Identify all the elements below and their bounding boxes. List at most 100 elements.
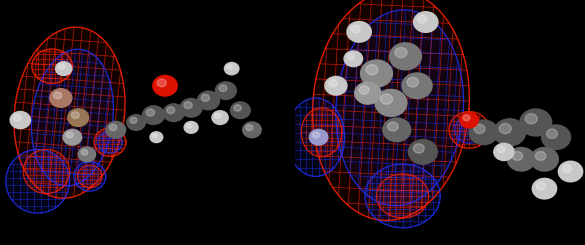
Circle shape [153,75,177,96]
Circle shape [81,149,88,155]
Circle shape [63,129,82,145]
Circle shape [494,119,526,146]
Polygon shape [365,164,440,228]
Circle shape [109,124,117,131]
Circle shape [225,62,239,75]
Circle shape [58,64,64,69]
Circle shape [187,123,192,128]
Circle shape [525,114,538,124]
Circle shape [383,118,411,142]
Polygon shape [377,174,429,218]
Circle shape [54,92,62,99]
Circle shape [532,178,556,199]
Circle shape [227,65,232,69]
Circle shape [563,165,572,172]
Circle shape [243,122,261,138]
Circle shape [66,132,73,138]
Circle shape [230,102,250,119]
Polygon shape [32,49,73,83]
Circle shape [215,113,221,118]
Polygon shape [449,111,490,148]
Circle shape [402,73,432,98]
Circle shape [558,161,583,182]
Polygon shape [74,162,106,191]
Circle shape [13,114,21,121]
Circle shape [50,89,72,107]
Circle shape [355,82,381,104]
Circle shape [347,54,355,60]
Circle shape [469,120,498,145]
Circle shape [78,147,95,162]
Circle shape [535,151,546,160]
Circle shape [542,125,570,149]
Circle shape [219,85,227,92]
Circle shape [71,112,79,119]
Circle shape [499,123,511,134]
Circle shape [56,62,72,75]
Circle shape [143,106,164,124]
Circle shape [201,94,209,101]
Circle shape [146,109,154,116]
Circle shape [167,107,175,114]
Polygon shape [32,49,113,186]
Circle shape [184,122,198,133]
Polygon shape [94,128,126,156]
Circle shape [520,109,552,136]
Circle shape [463,115,470,121]
Polygon shape [6,149,70,213]
Circle shape [246,125,253,131]
Circle shape [414,12,438,32]
Circle shape [312,132,319,138]
Polygon shape [301,108,342,157]
Circle shape [536,182,546,190]
Polygon shape [23,149,70,194]
Circle shape [329,80,337,87]
Circle shape [531,147,558,171]
Circle shape [180,98,202,117]
Circle shape [460,112,479,128]
Circle shape [344,51,363,67]
Circle shape [408,140,438,164]
Polygon shape [312,0,469,220]
Circle shape [359,86,369,94]
Circle shape [106,122,126,138]
Circle shape [127,115,145,130]
Circle shape [198,91,219,110]
Polygon shape [455,116,484,143]
Circle shape [163,104,184,122]
Circle shape [512,151,522,160]
Circle shape [390,43,421,70]
Circle shape [347,22,371,42]
Circle shape [546,129,558,138]
Circle shape [150,132,163,143]
Circle shape [507,147,535,171]
Circle shape [157,79,166,87]
Circle shape [212,111,228,124]
Circle shape [388,122,398,131]
Circle shape [325,76,347,95]
Circle shape [494,143,514,160]
Circle shape [375,89,407,116]
Circle shape [309,129,328,145]
Circle shape [418,15,427,23]
Polygon shape [14,27,125,198]
Circle shape [413,144,424,153]
Circle shape [474,124,485,134]
Polygon shape [78,165,102,188]
Circle shape [234,105,242,111]
Circle shape [184,102,192,109]
Circle shape [152,134,157,138]
Polygon shape [336,10,463,206]
Polygon shape [98,131,122,153]
Circle shape [10,111,30,129]
Circle shape [380,94,393,104]
Circle shape [395,48,407,58]
Circle shape [360,60,393,87]
Polygon shape [287,98,345,176]
Circle shape [351,25,360,33]
Circle shape [407,77,418,87]
Circle shape [68,109,88,126]
Circle shape [366,65,378,75]
Circle shape [215,82,236,99]
Circle shape [497,146,505,153]
